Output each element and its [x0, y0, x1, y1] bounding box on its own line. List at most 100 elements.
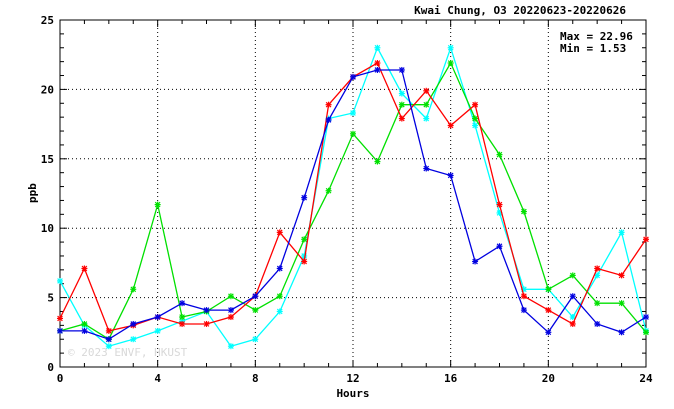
- data-point: [154, 314, 161, 321]
- x-tick-label: 20: [542, 372, 555, 385]
- data-point: [227, 307, 234, 314]
- data-point: [472, 101, 479, 108]
- data-point: [179, 314, 186, 321]
- data-point: [227, 314, 234, 321]
- data-point: [374, 66, 381, 73]
- data-point: [350, 73, 356, 80]
- data-point: [472, 122, 479, 129]
- x-tick-label: 8: [252, 372, 259, 385]
- data-point: [618, 300, 625, 307]
- data-point: [276, 265, 283, 272]
- data-point: [301, 258, 308, 265]
- data-point: [57, 315, 63, 322]
- data-point: [325, 101, 332, 108]
- data-point: [154, 201, 161, 208]
- axis-ticks: [59, 19, 647, 368]
- data-point: [618, 229, 625, 236]
- data-point: [569, 293, 576, 300]
- tick-labels: 0 4 8 12 16 20 24 0 5 10 15 20 25: [41, 14, 653, 385]
- data-point: [130, 286, 137, 293]
- y-tick-label: 25: [41, 14, 54, 27]
- y-tick-label: 15: [41, 153, 54, 166]
- data-point: [203, 320, 210, 327]
- data-point: [301, 236, 308, 243]
- data-point: [203, 307, 210, 314]
- data-point: [130, 320, 137, 327]
- data-point: [130, 336, 137, 343]
- data-point: [252, 293, 259, 300]
- data-point: [374, 44, 381, 51]
- y-tick-label: 20: [41, 83, 54, 96]
- data-point: [447, 122, 454, 129]
- data-point: [594, 320, 601, 327]
- y-tick-label: 5: [47, 292, 54, 305]
- series-0: [57, 44, 649, 350]
- data-point: [105, 327, 112, 334]
- data-point: [618, 329, 625, 336]
- data-point: [569, 314, 576, 321]
- series-group: [57, 44, 649, 350]
- data-point: [398, 66, 405, 73]
- data-point: [179, 320, 186, 327]
- data-point: [301, 194, 308, 201]
- data-point: [81, 265, 88, 272]
- max-label: Max = 22.96: [560, 30, 633, 43]
- grid: [60, 20, 646, 367]
- data-point: [643, 329, 649, 336]
- data-point: [423, 87, 430, 94]
- x-axis-label: Hours: [336, 387, 369, 400]
- data-point: [227, 343, 234, 350]
- data-point: [643, 314, 649, 321]
- data-point: [423, 165, 430, 172]
- data-point: [105, 336, 112, 343]
- data-point: [105, 343, 112, 350]
- x-tick-label: 16: [444, 372, 458, 385]
- data-point: [276, 308, 283, 315]
- data-point: [374, 158, 381, 165]
- data-point: [496, 243, 503, 250]
- data-point: [520, 208, 527, 215]
- data-point: [57, 327, 63, 334]
- data-point: [325, 116, 332, 123]
- data-point: [276, 229, 283, 236]
- x-tick-label: 24: [639, 372, 653, 385]
- data-point: [447, 172, 454, 179]
- data-point: [81, 320, 88, 327]
- data-point: [472, 258, 479, 265]
- data-point: [252, 336, 259, 343]
- data-point: [350, 109, 356, 116]
- data-point: [325, 187, 332, 194]
- data-point: [374, 60, 381, 67]
- x-tick-label: 12: [346, 372, 359, 385]
- data-point: [472, 115, 479, 122]
- chart-title: Kwai Chung, O3 20220623-20220626: [414, 4, 626, 17]
- watermark: © 2023 ENVF, HKUST: [68, 346, 188, 359]
- data-point: [569, 272, 576, 279]
- data-point: [520, 307, 527, 314]
- data-point: [496, 201, 503, 208]
- data-point: [594, 300, 601, 307]
- series-1: [57, 60, 649, 343]
- data-point: [618, 272, 625, 279]
- data-point: [154, 327, 161, 334]
- data-point: [227, 293, 234, 300]
- data-point: [545, 286, 552, 293]
- y-tick-label: 0: [47, 361, 54, 374]
- x-tick-label: 0: [57, 372, 64, 385]
- x-tick-label: 4: [154, 372, 161, 385]
- series-3: [57, 66, 649, 343]
- data-point: [398, 115, 405, 122]
- data-point: [643, 236, 649, 243]
- data-point: [520, 293, 527, 300]
- data-point: [594, 265, 601, 272]
- y-tick-label: 10: [41, 222, 54, 235]
- data-point: [350, 130, 356, 137]
- data-point: [545, 307, 552, 314]
- data-point: [179, 300, 186, 307]
- min-label: Min = 1.53: [560, 42, 626, 55]
- data-point: [57, 277, 63, 284]
- data-point: [398, 90, 405, 97]
- data-point: [423, 101, 430, 108]
- y-axis-label: ppb: [26, 183, 39, 203]
